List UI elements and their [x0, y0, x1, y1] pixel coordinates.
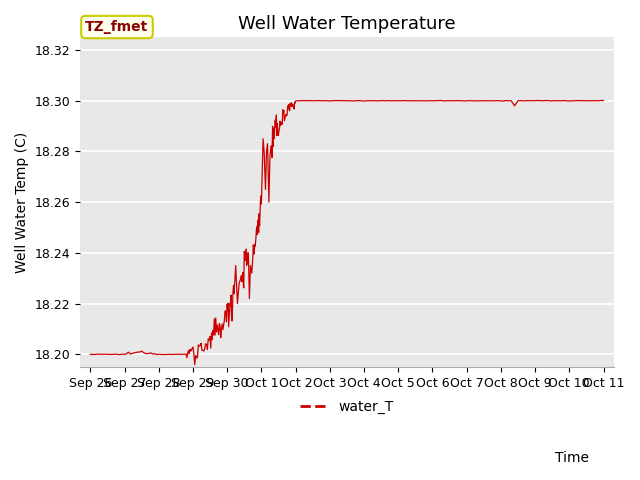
Text: TZ_fmet: TZ_fmet: [85, 20, 148, 34]
Y-axis label: Well Water Temp (C): Well Water Temp (C): [15, 132, 29, 273]
Legend: water_T: water_T: [294, 394, 399, 420]
Text: Time: Time: [555, 451, 589, 465]
Title: Well Water Temperature: Well Water Temperature: [238, 15, 456, 33]
